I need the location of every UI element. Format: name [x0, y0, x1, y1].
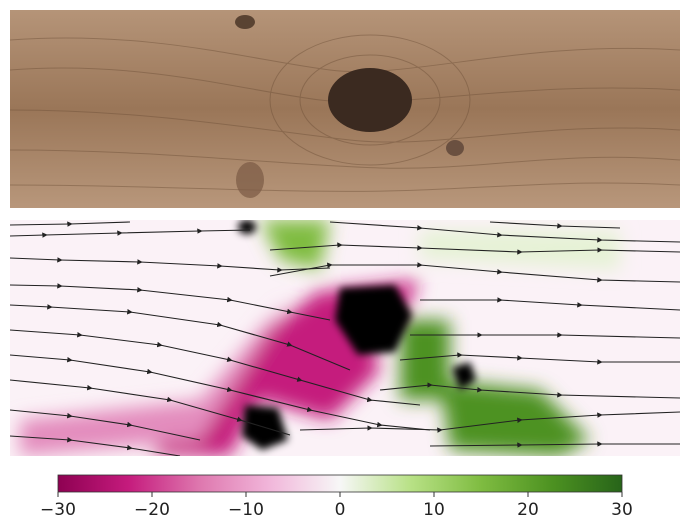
x-tick-label: 20: [517, 500, 539, 520]
x-tick-label: 0: [335, 500, 346, 520]
flow-field: [10, 220, 680, 456]
colorbar: [57, 474, 623, 493]
x-tick-label: 10: [423, 500, 445, 520]
x-tick-label: −20: [134, 500, 170, 520]
x-tick-label: −30: [40, 500, 76, 520]
x-tick-label: 30: [611, 500, 633, 520]
x-tick-label: −10: [228, 500, 264, 520]
wood-photo: [9, 10, 681, 208]
